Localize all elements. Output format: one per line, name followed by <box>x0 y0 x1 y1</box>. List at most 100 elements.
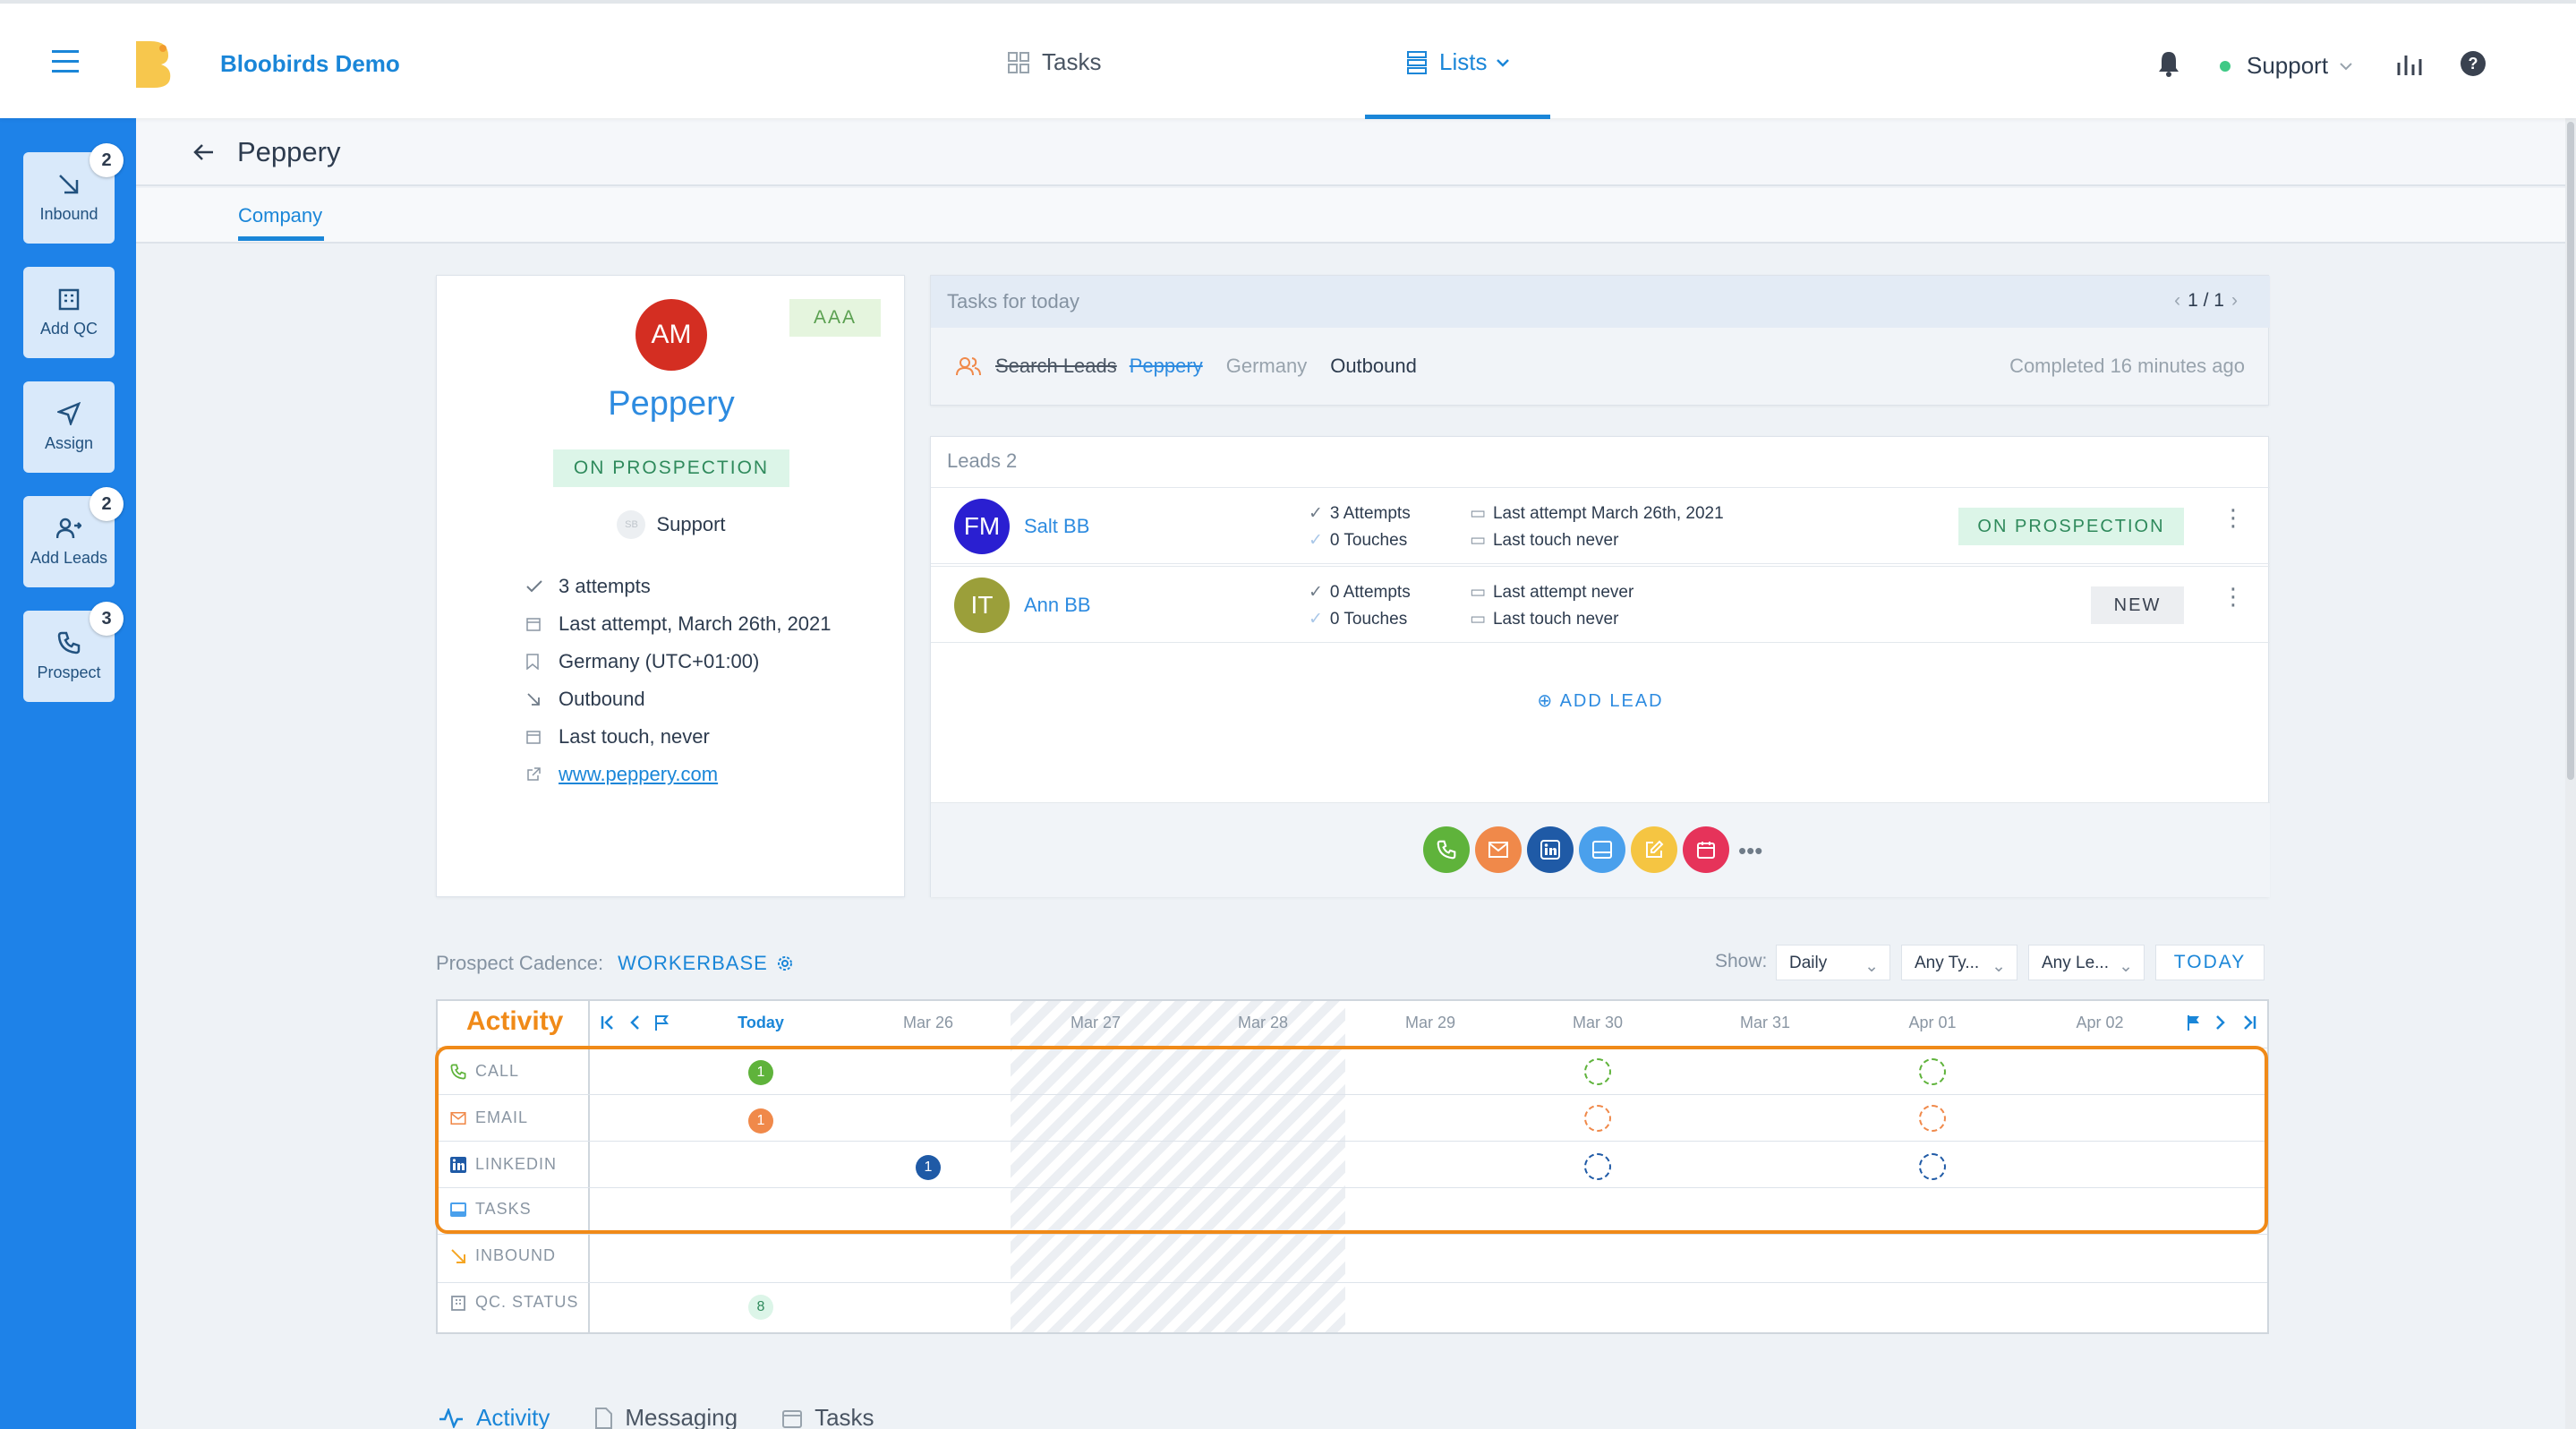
qc-status-count-dot[interactable]: 8 <box>748 1295 773 1320</box>
call-count-dot[interactable]: 1 <box>748 1060 773 1085</box>
add-lead-button[interactable]: ⊕ ADD LEAD <box>931 689 2270 712</box>
status-badge[interactable]: ON PROSPECTION <box>1958 508 2184 545</box>
back-arrow-icon[interactable] <box>193 143 215 161</box>
bell-icon[interactable] <box>2157 50 2180 77</box>
row-qc-status: QC. STATUS <box>450 1293 578 1312</box>
email-count-dot[interactable]: 1 <box>748 1108 773 1134</box>
lead-select[interactable]: Any Le... ⌄ <box>2028 945 2145 980</box>
nav-tasks-label: Tasks <box>1042 48 1102 75</box>
note-icon[interactable] <box>1631 826 1677 873</box>
chevron-left-icon[interactable]: ‹ <box>2174 290 2181 311</box>
status-badge[interactable]: NEW <box>2091 586 2184 624</box>
page-title: Peppery <box>237 136 341 167</box>
activity-icon <box>439 1408 464 1428</box>
chevron-down-icon <box>2339 62 2353 71</box>
nav-tasks[interactable]: Tasks <box>1008 48 1101 76</box>
menu-icon[interactable] <box>52 50 79 73</box>
chevron-left-icon[interactable] <box>629 1014 640 1031</box>
status-badge[interactable]: ON PROSPECTION <box>553 449 789 487</box>
mail-icon[interactable] <box>1475 826 1522 873</box>
linkedin-count-dot[interactable]: 1 <box>916 1155 941 1180</box>
user-menu[interactable]: Support <box>2220 52 2353 80</box>
sidebar-item-label: Prospect <box>37 663 101 681</box>
frequency-value: Daily <box>1789 954 1828 972</box>
active-tab-underline <box>1365 115 1550 119</box>
tab-tasks[interactable]: Tasks <box>782 1404 874 1429</box>
linkedin-icon <box>450 1156 466 1173</box>
linkedin-icon[interactable] <box>1527 826 1574 873</box>
chevron-right-icon[interactable] <box>2215 1014 2226 1031</box>
scheduled-linkedin-marker[interactable] <box>1584 1153 1611 1180</box>
website-link[interactable]: www.peppery.com <box>559 763 719 785</box>
sidebar-item-add-leads[interactable]: Add Leads 2 <box>23 487 124 587</box>
help-icon[interactable]: ? <box>2460 50 2486 77</box>
sidebar-item-prospect[interactable]: Prospect 3 <box>23 602 124 702</box>
tab-company[interactable]: Company <box>238 204 323 227</box>
bloobirds-logo[interactable] <box>132 38 174 88</box>
row-label: LINKEDIN <box>475 1155 558 1173</box>
owner[interactable]: SB Support <box>437 510 906 539</box>
scheduled-linkedin-marker[interactable] <box>1919 1153 1946 1180</box>
leads-card: Leads 2 FM Salt BB ✓ 3 Attempts ✓ 0 Touche… <box>930 436 2270 897</box>
action-bar: ••• <box>931 802 2270 897</box>
grid-line <box>438 1282 2267 1283</box>
sidebar: Inbound 2 Add QC Assign Add Leads 2 Pros… <box>0 118 136 1429</box>
lead-name[interactable]: Ann BB <box>1024 594 1091 616</box>
lead-stats: ✓ 3 Attempts ✓ 0 Touches <box>1309 501 1411 554</box>
user-name: Support <box>2247 52 2329 79</box>
bar-chart-icon[interactable] <box>2397 52 2422 75</box>
tasks-card: Tasks for today ‹ 1 / 1 › Search Leads P… <box>930 275 2270 406</box>
type-select[interactable]: Any Ty... ⌄ <box>1901 945 2017 980</box>
tab-activity[interactable]: Activity <box>439 1404 550 1429</box>
calendar-icon: ▭ <box>1470 504 1486 523</box>
lead-touches: 0 Touches <box>1329 531 1408 550</box>
building-icon <box>57 287 81 311</box>
fact-last-attempt: Last attempt, March 26th, 2021 <box>526 605 832 643</box>
task-icon[interactable] <box>1579 826 1625 873</box>
company-avatar: AM <box>635 299 707 371</box>
nav-lists[interactable]: Lists <box>1407 48 1510 76</box>
phone-icon[interactable] <box>1423 826 1470 873</box>
lead-row[interactable]: FM Salt BB ✓ 3 Attempts ✓ 0 Touches ▭ Last … <box>931 487 2270 564</box>
more-options-icon[interactable]: ⋮ <box>2222 583 2245 610</box>
count-badge: 3 <box>90 602 124 636</box>
lead-touches: 0 Touches <box>1329 610 1408 629</box>
last-page-icon[interactable] <box>2242 1014 2256 1031</box>
first-page-icon[interactable] <box>601 1014 615 1031</box>
lead-value: Any Le... <box>2042 954 2109 972</box>
flag-icon[interactable] <box>654 1014 669 1031</box>
task-company-link[interactable]: Peppery <box>1129 355 1203 377</box>
row-label: CALL <box>475 1062 520 1080</box>
sidebar-item-inbound[interactable]: Inbound 2 <box>23 143 124 244</box>
scheduled-call-marker[interactable] <box>1919 1058 1946 1085</box>
more-actions-icon[interactable]: ••• <box>1738 837 1763 864</box>
calendar-icon[interactable] <box>1683 826 1729 873</box>
scheduled-call-marker[interactable] <box>1584 1058 1611 1085</box>
row-labels-column <box>438 1001 590 1332</box>
scheduled-email-marker[interactable] <box>1919 1105 1946 1132</box>
lead-name[interactable]: Salt BB <box>1024 515 1090 537</box>
tab-messaging[interactable]: Messaging <box>594 1404 738 1429</box>
scheduled-email-marker[interactable] <box>1584 1105 1611 1132</box>
gear-icon[interactable] <box>777 955 793 971</box>
lead-row[interactable]: IT Ann BB ✓ 0 Attempts ✓ 0 Touches ▭ Last a… <box>931 566 2270 643</box>
frequency-select[interactable]: Daily ⌄ <box>1776 945 1890 980</box>
fact-source: Outbound <box>526 680 832 718</box>
app-name[interactable]: Bloobirds Demo <box>220 50 400 77</box>
chevron-right-icon[interactable]: › <box>2231 290 2238 311</box>
sidebar-item-label: Add Leads <box>30 548 108 567</box>
sidebar-item-add-qc[interactable]: Add QC <box>23 267 115 358</box>
fact-country: Germany (UTC+01:00) <box>526 643 832 680</box>
more-options-icon[interactable]: ⋮ <box>2222 504 2245 531</box>
mail-icon <box>450 1111 466 1125</box>
sidebar-item-label: Assign <box>44 433 94 452</box>
flag-icon[interactable] <box>2187 1014 2201 1031</box>
lead-last-attempt: Last attempt March 26th, 2021 <box>1492 504 1724 523</box>
cadence-name-link[interactable]: WORKERBASE <box>618 952 768 974</box>
task-item[interactable]: Search Leads Peppery Germany Outbound Co… <box>956 355 2245 378</box>
rating-badge: AAA <box>789 299 881 337</box>
today-button[interactable]: TODAY <box>2155 945 2265 980</box>
scrollbar-thumb[interactable] <box>2567 122 2574 780</box>
sidebar-item-assign[interactable]: Assign <box>23 381 115 473</box>
weekend-hatch <box>1011 1001 1345 1332</box>
